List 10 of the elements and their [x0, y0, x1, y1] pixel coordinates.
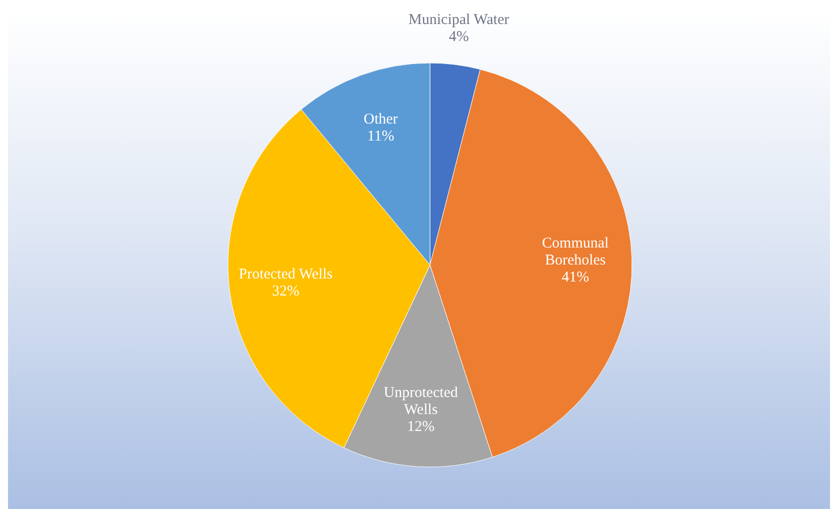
data-label: 41% — [562, 269, 590, 286]
slice-label: Communal Boreholes — [542, 235, 609, 268]
data-label: 11% — [367, 128, 394, 145]
data-label: 4% — [448, 28, 469, 45]
slice-label: Other — [364, 112, 398, 128]
slice-label: Protected Wells — [238, 266, 333, 283]
slice-label: Unprotected Wells — [384, 385, 458, 418]
slice-label: Municipal Water — [408, 12, 510, 28]
data-label: 12% — [407, 419, 435, 436]
data-label: 32% — [272, 284, 300, 300]
